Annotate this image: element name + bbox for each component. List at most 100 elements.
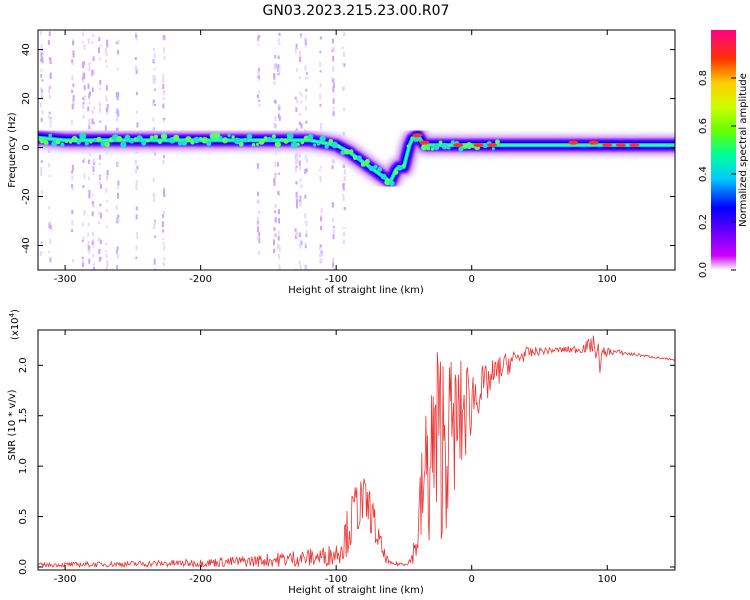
ridge-dot — [68, 140, 73, 144]
snr-panel: -300 -200 -100 0 100 0.0 0.5 1.0 1.5 2.0 Height … — [7, 309, 676, 596]
ridge-dot — [43, 140, 49, 146]
noise-dot — [342, 194, 345, 197]
noise-dot — [136, 122, 139, 128]
noise-dot — [257, 226, 260, 232]
noise-dot — [40, 52, 43, 58]
noise-dot — [161, 216, 164, 220]
noise-dot — [274, 55, 277, 59]
noise-dot — [99, 212, 102, 219]
noise-dot — [105, 225, 108, 228]
noise-dot — [82, 262, 85, 268]
ridge-dot — [136, 135, 143, 142]
noise-dot — [273, 73, 276, 78]
ridge-dot — [71, 136, 78, 143]
noise-dot — [40, 117, 43, 122]
ridge-peak — [615, 143, 626, 148]
noise-dot — [304, 65, 307, 71]
noise-dot — [304, 221, 307, 224]
noise-dot — [257, 218, 260, 222]
noise-dot — [342, 196, 345, 202]
noise-dot — [72, 95, 75, 101]
noise-dot — [117, 39, 120, 45]
colorbar-tick-label: 0.0 — [698, 262, 709, 278]
noise-dot — [99, 87, 102, 90]
noise-dot — [332, 86, 335, 93]
noise-dot — [105, 266, 108, 269]
ridge-dot — [296, 142, 300, 146]
ridge-dot — [233, 137, 241, 145]
noise-dot — [116, 246, 119, 251]
noise-dot — [305, 95, 308, 100]
ridge-dot — [465, 142, 473, 150]
noise-dot — [257, 251, 260, 256]
noise-dot — [258, 232, 261, 237]
x-tick-label: -300 — [54, 574, 77, 585]
noise-dot — [278, 42, 281, 45]
noise-dot — [153, 79, 156, 84]
colorbar-tick-label: 0.6 — [698, 118, 709, 134]
noise-dot — [277, 38, 280, 43]
y-tick-label: -40 — [21, 237, 32, 253]
noise-dot — [319, 258, 322, 264]
noise-dot — [332, 234, 335, 240]
noise-dot — [305, 230, 308, 235]
noise-dot — [162, 47, 165, 53]
noise-dot — [163, 257, 166, 261]
noise-dot — [162, 261, 165, 267]
noise-dot — [300, 92, 303, 97]
bottom-y-axis: 0.0 0.5 1.0 1.5 2.0 — [18, 357, 675, 575]
noise-dot — [88, 118, 91, 123]
noise-dot — [273, 227, 276, 231]
noise-dot — [332, 101, 335, 104]
noise-dot — [258, 99, 261, 102]
noise-dot — [305, 121, 308, 124]
noise-dot — [304, 154, 307, 159]
noise-dot — [71, 184, 74, 188]
noise-dot — [48, 174, 51, 177]
noise-dot — [82, 97, 85, 100]
noise-dot — [115, 41, 118, 45]
noise-dot — [40, 30, 43, 36]
ridge-dot — [153, 134, 159, 139]
unit-base: (x10 — [10, 317, 21, 340]
noise-dot — [331, 49, 334, 53]
noise-dot — [49, 238, 52, 245]
noise-dot — [98, 237, 101, 242]
noise-dot — [115, 92, 118, 97]
noise-dot — [294, 96, 297, 100]
noise-dot — [256, 191, 259, 197]
ridge-dot — [286, 132, 294, 140]
noise-dot — [135, 180, 138, 186]
noise-dot — [92, 263, 95, 266]
noise-dot — [278, 115, 281, 121]
noise-dot — [40, 44, 43, 50]
noise-dot — [319, 50, 322, 54]
noise-dot — [98, 249, 101, 255]
noise-dot — [105, 188, 108, 193]
noise-dot — [343, 51, 346, 57]
noise-dot — [88, 67, 91, 72]
noise-dot — [305, 157, 308, 163]
noise-dot — [341, 46, 344, 49]
noise-dot — [104, 47, 107, 54]
ridge-dot — [100, 141, 106, 147]
noise-dot — [49, 221, 52, 225]
noise-dot — [91, 231, 94, 237]
ridge-dot — [48, 133, 53, 138]
noise-dot — [48, 222, 51, 229]
noise-dot — [343, 63, 346, 67]
noise-dot — [294, 166, 297, 173]
top-x-label: Height of straight line (km) — [288, 285, 424, 296]
noise-dot — [71, 89, 74, 94]
noise-dot — [135, 214, 138, 220]
noise-dot — [117, 219, 120, 222]
noise-dot — [273, 180, 276, 187]
noise-dot — [115, 205, 118, 211]
ridge-dot — [356, 155, 362, 161]
noise-dot — [277, 191, 280, 195]
noise-dot — [154, 235, 157, 238]
noise-dot — [116, 217, 119, 224]
noise-dot — [277, 73, 280, 76]
y-tick-label: -20 — [21, 188, 32, 204]
